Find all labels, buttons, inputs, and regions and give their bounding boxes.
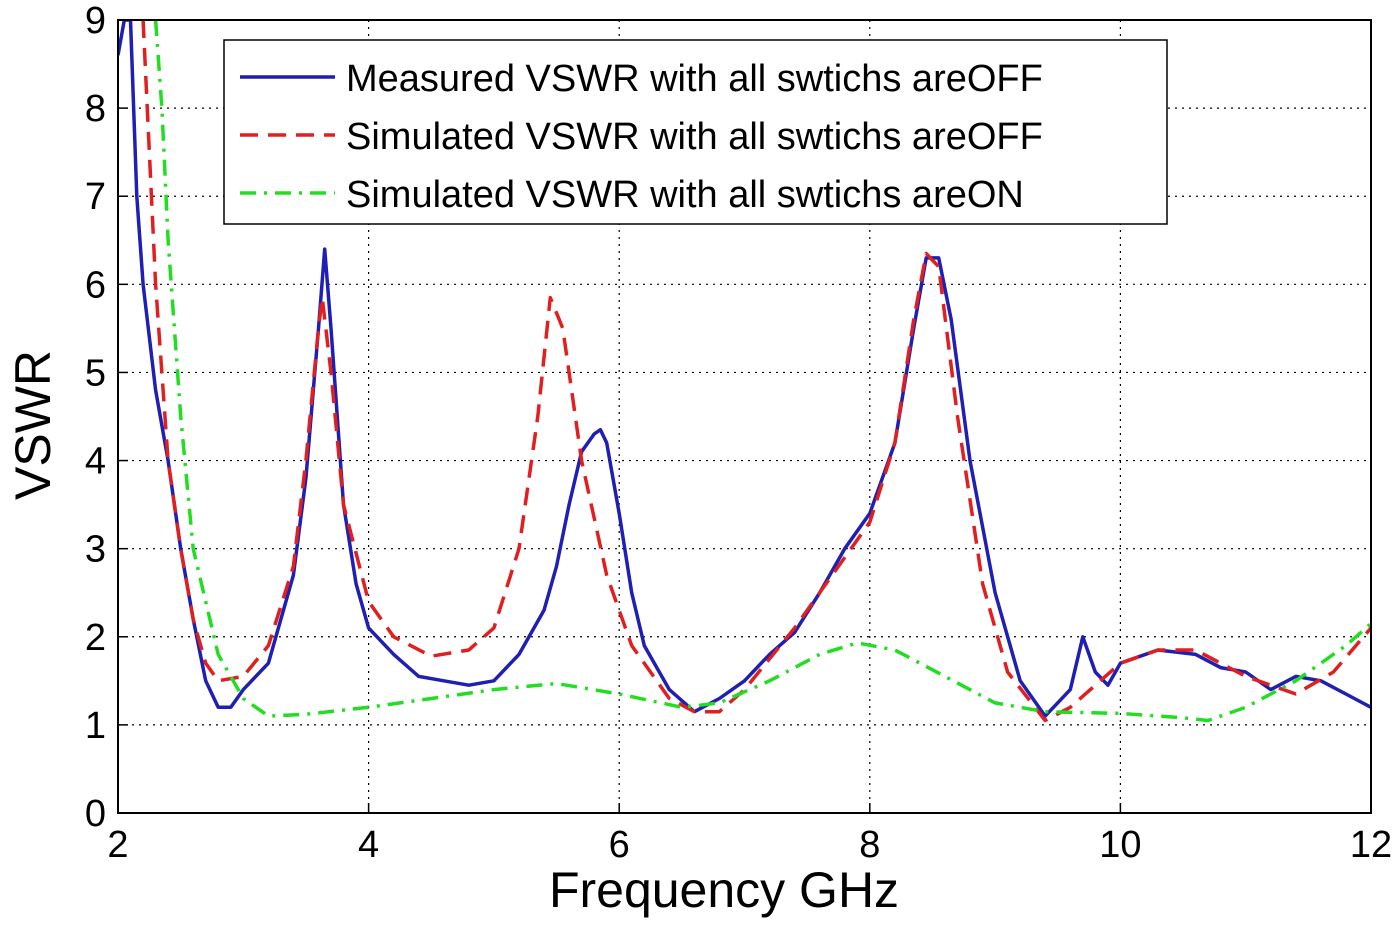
legend-box [223,39,1168,225]
y-tick-label: 8 [85,88,106,130]
x-tick-label: 4 [358,824,379,866]
x-tick-label: 10 [1099,824,1141,866]
legend-label-2: Simulated VSWR with all swtichs areOFF [346,116,1043,158]
y-tick-label: 6 [85,264,106,306]
legend: Measured VSWR with all swtichs areOFF Sim… [223,39,1168,225]
plot-area [118,20,1371,723]
x-tick-label: 12 [1350,824,1392,866]
legend-label-1: Measured VSWR with all swtichs areOFF [346,58,1043,100]
y-tick-label: 3 [85,529,106,571]
y-axis-label: VSWR [5,350,61,500]
y-tick-label: 0 [85,793,106,835]
y-tick-label: 1 [85,705,106,747]
y-tick-label: 9 [85,0,106,42]
y-tick-label: 4 [85,441,106,483]
series-line-3 [153,20,1371,723]
y-tick-label: 2 [85,617,106,659]
y-tick-label: 7 [85,176,106,218]
x-axis-label: Frequency GHz [549,862,899,918]
legend-label-3: Simulated VSWR with all swtichs areON [346,174,1024,216]
x-tick-label: 6 [609,824,630,866]
x-tick-label: 2 [107,824,128,866]
y-tick-label: 5 [85,352,106,394]
x-tick-label: 8 [859,824,880,866]
series-line-2 [141,20,1371,723]
axes-frame [117,19,1372,814]
series-line-1 [118,20,1371,718]
